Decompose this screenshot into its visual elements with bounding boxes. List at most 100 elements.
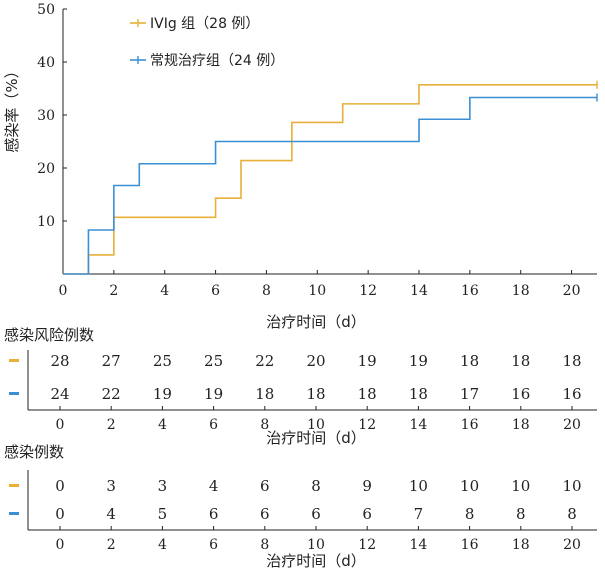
at-risk-cell: 24 (50, 385, 69, 403)
at-risk-cell: 18 (562, 352, 581, 370)
at-risk-tick-label: 8 (260, 417, 269, 433)
at-risk-axis: 0 2 4 6 8 10 12 14 16 18 20 (27, 350, 597, 433)
y-axis-label: 感染率（%） (3, 63, 21, 152)
events-cell: 8 (465, 505, 475, 523)
at-risk-cell: 18 (255, 385, 274, 403)
events-cell: 8 (311, 477, 321, 495)
events-cell: 5 (158, 505, 168, 523)
y-tick-label: 50 (37, 2, 55, 18)
events-tick-label: 14 (409, 537, 427, 553)
legend-label-ivig: IVIg 组（28 例） (150, 16, 259, 32)
at-risk-cell: 17 (460, 385, 479, 403)
at-risk-row-marker (9, 359, 19, 362)
legend-item-ivig: IVIg 组（28 例） (130, 16, 259, 32)
events-x-label: 治疗时间（d） (266, 552, 366, 570)
events-tick-label: 12 (358, 537, 376, 553)
at-risk-cell: 27 (102, 352, 121, 370)
km-plot: 感染率（%） 10 20 30 40 50 0 2 4 6 8 10 12 14 16 18 20 IVIg… (3, 2, 598, 331)
at-risk-cell: 25 (153, 352, 172, 370)
at-risk-cell: 19 (409, 352, 428, 370)
events-cell: 10 (460, 477, 479, 495)
legend-label-conventional: 常规治疗组（24 例） (150, 53, 284, 69)
at-risk-tick-label: 20 (563, 417, 581, 433)
events-row-marker (9, 484, 19, 487)
at-risk-cell: 18 (358, 385, 377, 403)
events-tick-label: 18 (512, 537, 530, 553)
legend-item-conventional: 常规治疗组（24 例） (130, 53, 284, 69)
at-risk-cell: 18 (409, 385, 428, 403)
events-axis: 0 2 4 6 8 10 12 14 16 18 20 (27, 470, 597, 553)
x-tick-label: 10 (308, 283, 326, 299)
at-risk-tick-label: 12 (358, 417, 376, 433)
events-tick-label: 6 (209, 537, 218, 553)
events-tick-label: 10 (307, 537, 325, 553)
at-risk-cell: 19 (358, 352, 377, 370)
events-cell: 6 (260, 477, 270, 495)
events-cell: 10 (511, 477, 530, 495)
x-axis: 0 2 4 6 8 10 12 14 16 18 20 (59, 270, 597, 299)
y-tick-label: 10 (37, 214, 55, 230)
x-tick-label: 6 (211, 283, 220, 299)
x-tick-label: 16 (461, 283, 479, 299)
at-risk-cell: 25 (204, 352, 223, 370)
events-tick-label: 8 (260, 537, 269, 553)
at-risk-tick-label: 2 (107, 417, 116, 433)
at-risk-tick-label: 10 (307, 417, 325, 433)
events-cell: 6 (362, 505, 372, 523)
events-tick-label: 0 (56, 537, 65, 553)
events-cell: 6 (260, 505, 270, 523)
events-cell: 3 (106, 477, 116, 495)
at-risk-x-label: 治疗时间（d） (266, 429, 366, 447)
at-risk-tick-label: 4 (158, 417, 167, 433)
events-cell: 7 (414, 505, 424, 523)
at-risk-cell: 19 (204, 385, 223, 403)
at-risk-cell: 18 (511, 352, 530, 370)
x-tick-label: 18 (512, 283, 530, 299)
at-risk-cell: 19 (153, 385, 172, 403)
x-tick-label: 8 (262, 283, 271, 299)
x-tick-label: 0 (59, 283, 68, 299)
events-tick-label: 20 (563, 537, 581, 553)
at-risk-tick-label: 6 (209, 417, 218, 433)
events-cell: 9 (362, 477, 372, 495)
x-tick-label: 12 (359, 283, 377, 299)
events-cell: 4 (209, 477, 219, 495)
events-tick-label: 4 (158, 537, 167, 553)
events-cell: 8 (567, 505, 577, 523)
y-tick-label: 30 (37, 108, 55, 124)
x-tick-label: 4 (160, 283, 169, 299)
at-risk-cell: 20 (306, 352, 325, 370)
y-tick-label: 20 (37, 161, 55, 177)
at-risk-cell: 18 (460, 352, 479, 370)
events-cell: 8 (516, 505, 526, 523)
events-cell: 0 (55, 477, 65, 495)
events-title: 感染例数 (4, 443, 64, 461)
at-risk-tick-label: 14 (409, 417, 427, 433)
events-rows: 0 3 3 4 6 8 9 10 10 10 10 0 4 5 6 6 6 6 7 8 8 8 (9, 477, 582, 523)
events-tick-label: 16 (461, 537, 479, 553)
km-curve-conventional (63, 96, 597, 275)
x-axis-label: 治疗时间（d） (266, 313, 366, 331)
y-tick-label: 40 (37, 55, 55, 71)
at-risk-cell: 22 (255, 352, 274, 370)
events-cell: 6 (209, 505, 219, 523)
at-risk-cell: 28 (50, 352, 69, 370)
at-risk-cell: 16 (511, 385, 530, 403)
events-cell: 0 (55, 505, 65, 523)
events-row-marker (9, 512, 19, 515)
at-risk-tick-label: 16 (461, 417, 479, 433)
km-curve-ivig (63, 83, 597, 275)
events-cell: 6 (311, 505, 321, 523)
x-tick-label: 14 (410, 283, 428, 299)
x-tick-label: 20 (563, 283, 581, 299)
events-cell: 10 (409, 477, 428, 495)
at-risk-cell: 18 (306, 385, 325, 403)
at-risk-row-marker (9, 392, 19, 395)
y-axis: 10 20 30 40 50 (37, 2, 67, 275)
events-cell: 3 (158, 477, 168, 495)
events-cell: 10 (562, 477, 581, 495)
at-risk-cell: 22 (102, 385, 121, 403)
at-risk-rows: 28 27 25 25 22 20 19 19 18 18 18 24 22 19 19 18 18 18 18 17… (9, 352, 582, 403)
